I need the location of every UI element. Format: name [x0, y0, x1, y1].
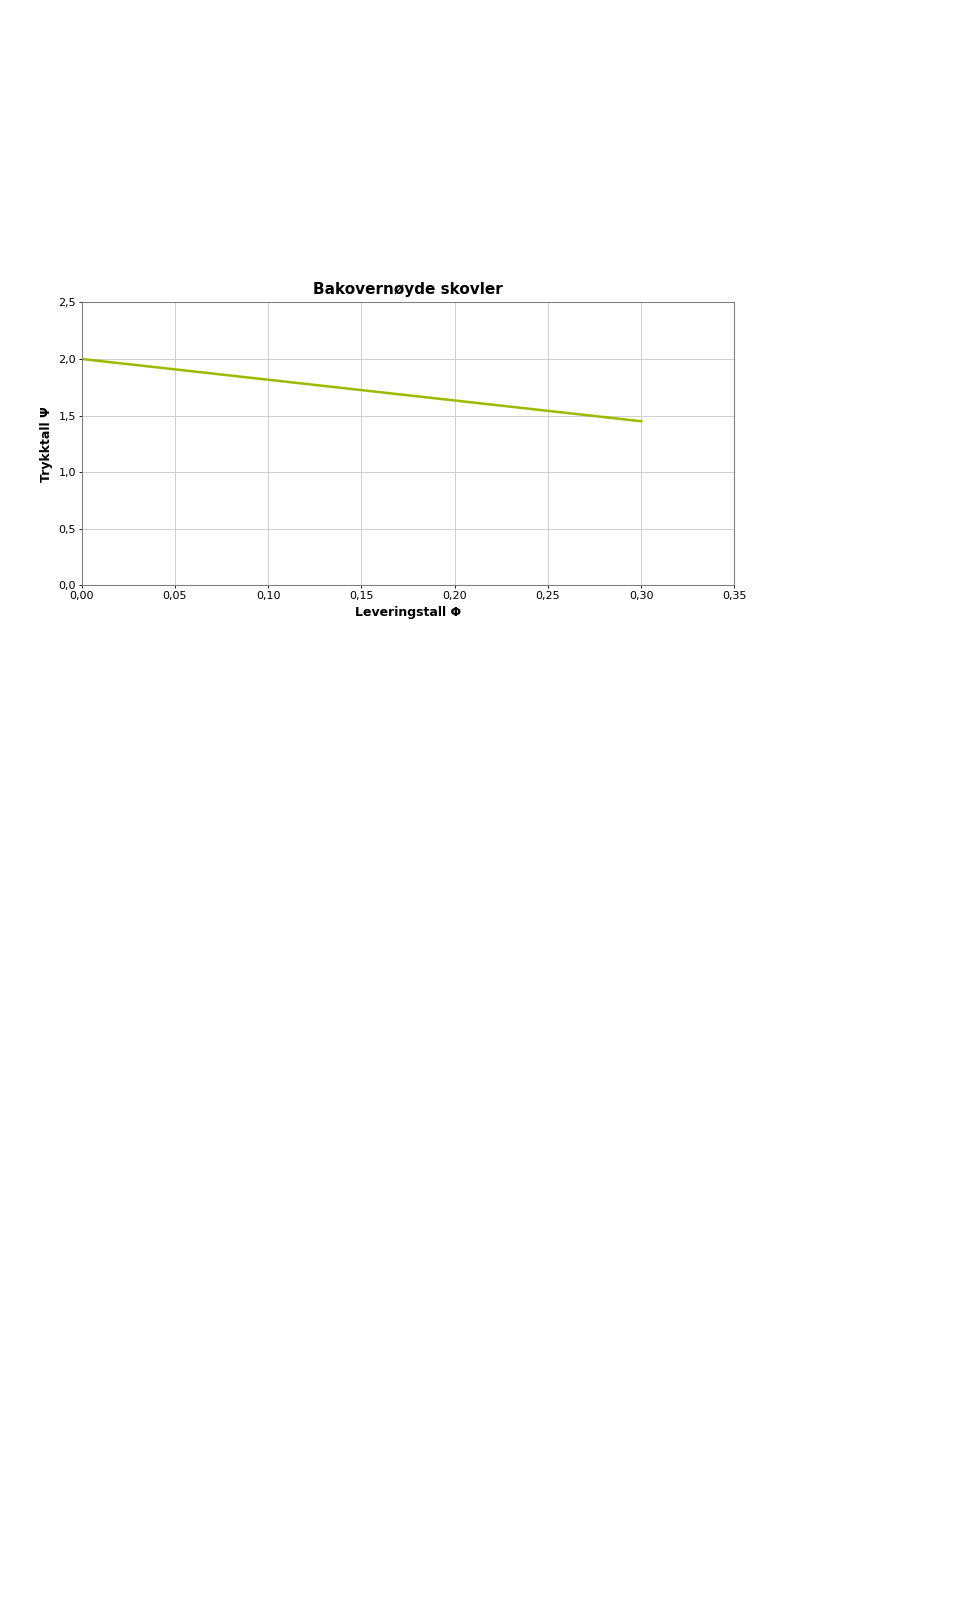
Title: Bakovernøyde skovler: Bakovernøyde skovler [313, 281, 503, 298]
Y-axis label: Trykktall Ψ: Trykktall Ψ [40, 406, 53, 482]
X-axis label: Leveringstall Φ: Leveringstall Φ [355, 606, 461, 619]
